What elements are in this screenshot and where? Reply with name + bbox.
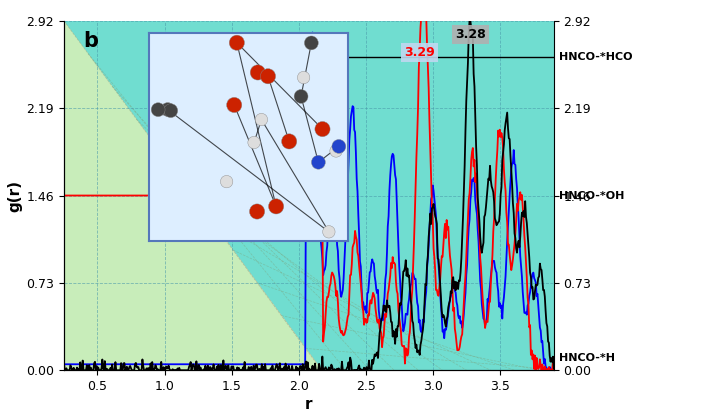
Point bbox=[162, 106, 173, 113]
Point bbox=[330, 148, 342, 154]
Point bbox=[317, 126, 328, 132]
Text: 3.29: 3.29 bbox=[404, 46, 435, 59]
Point bbox=[251, 208, 263, 215]
Point bbox=[295, 93, 307, 100]
Point bbox=[262, 73, 273, 79]
Point bbox=[298, 74, 310, 81]
Point bbox=[283, 138, 295, 145]
Polygon shape bbox=[64, 21, 322, 370]
Y-axis label: g(r): g(r) bbox=[7, 180, 22, 211]
Point bbox=[256, 116, 267, 123]
Point bbox=[271, 203, 282, 210]
X-axis label: r: r bbox=[305, 397, 312, 412]
Point bbox=[333, 143, 344, 150]
Point bbox=[323, 228, 334, 235]
Polygon shape bbox=[64, 21, 554, 370]
Point bbox=[153, 106, 164, 113]
Text: 3.28: 3.28 bbox=[455, 28, 486, 41]
Text: HNCO-*HCO: HNCO-*HCO bbox=[559, 52, 632, 62]
Point bbox=[305, 40, 317, 46]
Point bbox=[248, 139, 260, 146]
Text: HNCO-*OH: HNCO-*OH bbox=[559, 191, 624, 201]
Text: 3.64: 3.64 bbox=[307, 76, 339, 89]
Point bbox=[229, 102, 240, 108]
Point bbox=[252, 69, 263, 76]
Point bbox=[312, 159, 324, 166]
Text: b: b bbox=[84, 31, 99, 51]
Point bbox=[221, 178, 232, 185]
Point bbox=[231, 40, 243, 46]
Text: HNCO-*H: HNCO-*H bbox=[559, 353, 615, 363]
Point bbox=[165, 107, 176, 114]
